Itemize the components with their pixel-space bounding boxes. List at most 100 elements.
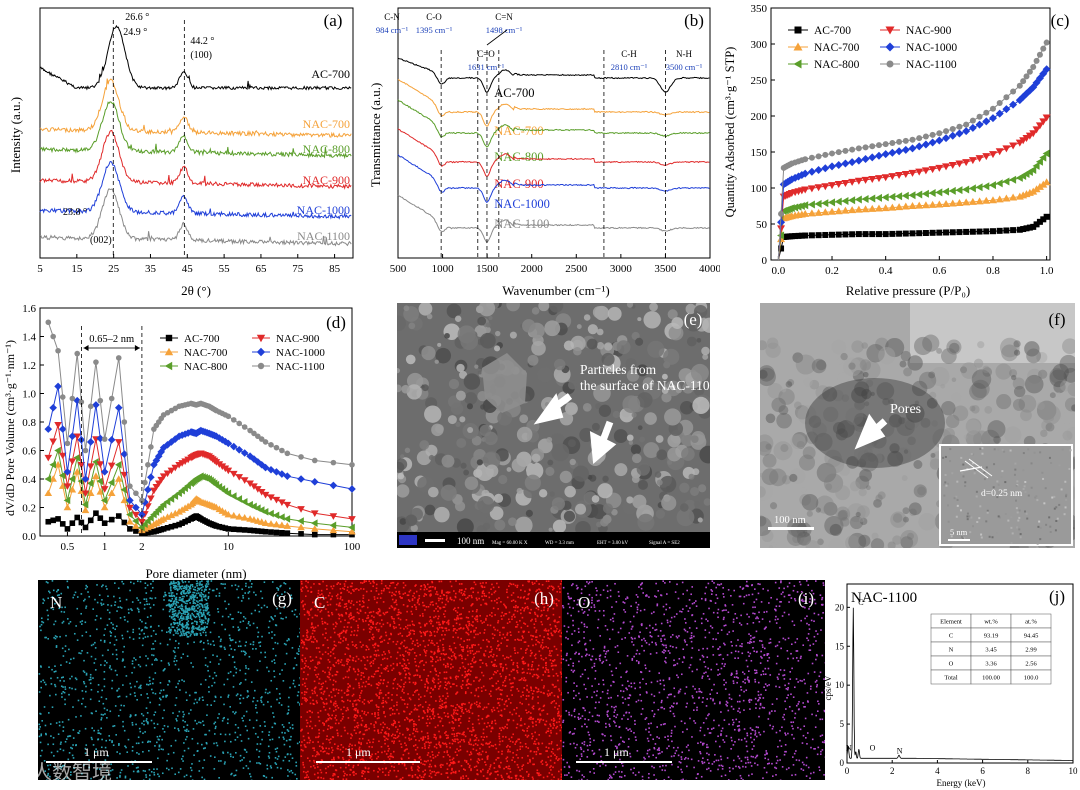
data-point (251, 527, 257, 534)
x-tick-label: 3000 (610, 263, 633, 275)
table-cell-text: 2.99 (1025, 647, 1036, 654)
x-tick-label: 0 (845, 766, 850, 776)
arrow-icon (589, 420, 617, 465)
data-point (74, 350, 81, 357)
data-point (943, 229, 950, 236)
y-tick-label: 1.4 (22, 332, 36, 344)
data-point (107, 462, 116, 470)
data-point (82, 447, 89, 454)
data-point (1042, 149, 1050, 158)
data-point (261, 507, 269, 516)
data-point (948, 131, 957, 140)
data-point (93, 359, 99, 365)
legend-label: AC-700 (184, 333, 220, 345)
data-point (49, 438, 57, 446)
sem-texture: 100 nm Mag = 60.00 K X WD = 3.3 mm EHT =… (397, 303, 710, 548)
data-point (968, 123, 977, 132)
data-point (861, 205, 870, 213)
data-point (778, 245, 785, 252)
series-label: NAC-800 (303, 142, 350, 156)
data-point (962, 198, 971, 206)
plot-frame (846, 583, 1074, 764)
legend-label: NAC-700 (814, 42, 860, 54)
data-point (145, 529, 151, 536)
data-point (915, 142, 924, 151)
data-point (874, 151, 883, 160)
data-point (983, 109, 990, 116)
data-point (224, 489, 232, 498)
data-point (888, 148, 897, 157)
data-point (139, 497, 145, 504)
series-line-nac-1000 (39, 160, 352, 220)
data-point (273, 529, 280, 536)
data-point (814, 184, 823, 192)
data-point (1002, 194, 1011, 202)
data-point (114, 460, 122, 469)
data-point (179, 520, 185, 526)
data-point (1033, 221, 1040, 228)
lattice-fringe (964, 460, 989, 479)
data-point (949, 125, 956, 132)
band-value: 3500 cm⁻¹ (666, 62, 703, 72)
data-point (240, 498, 248, 506)
data-point (848, 206, 857, 214)
data-point (1023, 225, 1030, 232)
data-point (889, 140, 896, 146)
data-point (1010, 88, 1017, 95)
series-line-ac-700 (777, 216, 1047, 261)
data-point (254, 458, 262, 466)
data-point (868, 194, 876, 203)
data-point (956, 123, 963, 130)
data-point (908, 191, 916, 200)
x-tick-label: 35 (145, 263, 157, 275)
series-line-nac-700 (39, 78, 352, 138)
data-point (1026, 68, 1033, 75)
data-point (240, 477, 249, 484)
data-point (261, 491, 270, 499)
data-point (121, 519, 128, 526)
data-point (278, 513, 285, 521)
annotation: 24.9 ° (123, 27, 147, 38)
band-value: 984 cm⁻¹ (376, 25, 409, 35)
data-point (988, 114, 997, 123)
data-point (267, 509, 274, 518)
y-tick-label: 0.4 (22, 474, 36, 486)
x-tick-label: 1500 (476, 263, 499, 275)
data-point (874, 193, 882, 202)
data-point (963, 121, 970, 128)
data-point (778, 210, 785, 217)
panel-j-axes: 0 2 4 6 8 10 0 5 10 15 20 (835, 583, 1078, 776)
panel-a-ylabel: Intensity (a.u.) (8, 97, 23, 173)
data-point (902, 137, 909, 144)
data-point (1019, 92, 1028, 101)
data-point (44, 425, 53, 433)
data-point (814, 166, 823, 174)
data-point (330, 459, 337, 466)
data-point (901, 202, 910, 210)
data-point (144, 485, 152, 494)
data-point (100, 503, 109, 511)
data-point (97, 397, 104, 404)
annotation: 26.6 ° (125, 12, 149, 23)
data-point (834, 160, 843, 169)
y-tick-label: 50 (756, 219, 768, 231)
y-tick-label: 0.6 (22, 446, 36, 458)
data-point (794, 202, 802, 211)
data-point (982, 153, 991, 161)
data-point (64, 440, 71, 447)
data-point (988, 151, 997, 159)
tem-caption: Pores (890, 402, 921, 417)
data-point (55, 347, 61, 354)
band-name: N-H (676, 49, 692, 59)
data-point (996, 100, 1003, 107)
data-point (348, 523, 355, 532)
data-point (1030, 223, 1037, 230)
panel-c-legend: AC-700 NAC-900 NAC-700 NAC-1000 NAC-800 NAC-1… (788, 25, 957, 71)
data-point (948, 186, 956, 195)
panel-f-letter: (f) (1049, 310, 1066, 329)
data-point (801, 169, 810, 178)
data-point (142, 479, 148, 486)
data-point (163, 513, 172, 520)
spectrum-line (846, 607, 1073, 761)
data-point (1035, 122, 1044, 130)
